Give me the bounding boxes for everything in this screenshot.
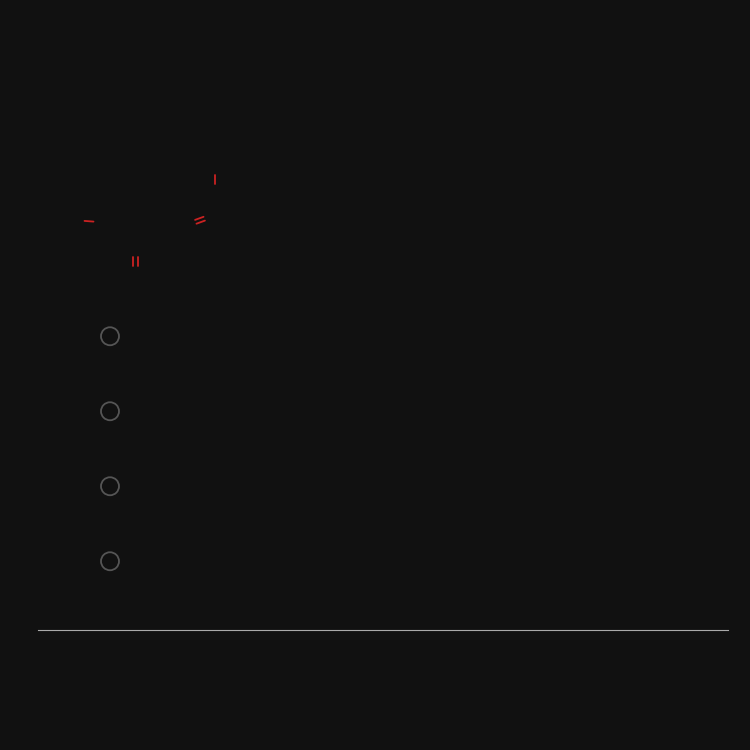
Text: A.: A. xyxy=(138,327,156,345)
Text: T: T xyxy=(176,164,184,176)
Text: C.: C. xyxy=(138,477,156,495)
Text: V: V xyxy=(220,273,228,286)
Text: L: L xyxy=(75,273,81,286)
Text: U: U xyxy=(250,164,259,176)
Text: Write a congruence statement for the pair of triangles.: Write a congruence statement for the pai… xyxy=(85,156,564,174)
Text: J: J xyxy=(80,165,84,178)
Text: △JKL ≅ △UVT by SAS.: △JKL ≅ △UVT by SAS. xyxy=(168,402,361,420)
Text: K: K xyxy=(188,273,196,286)
Text: D.: D. xyxy=(138,552,158,570)
Text: △JLK ≅ △UVT by AAS.: △JLK ≅ △UVT by AAS. xyxy=(168,477,362,495)
Text: △JKL ≅ △VUT by AAS.: △JKL ≅ △VUT by AAS. xyxy=(168,327,362,345)
Text: B.: B. xyxy=(138,402,156,420)
Text: △JLK ≅ △TUL by SAS.: △JLK ≅ △TUL by SAS. xyxy=(168,552,358,570)
